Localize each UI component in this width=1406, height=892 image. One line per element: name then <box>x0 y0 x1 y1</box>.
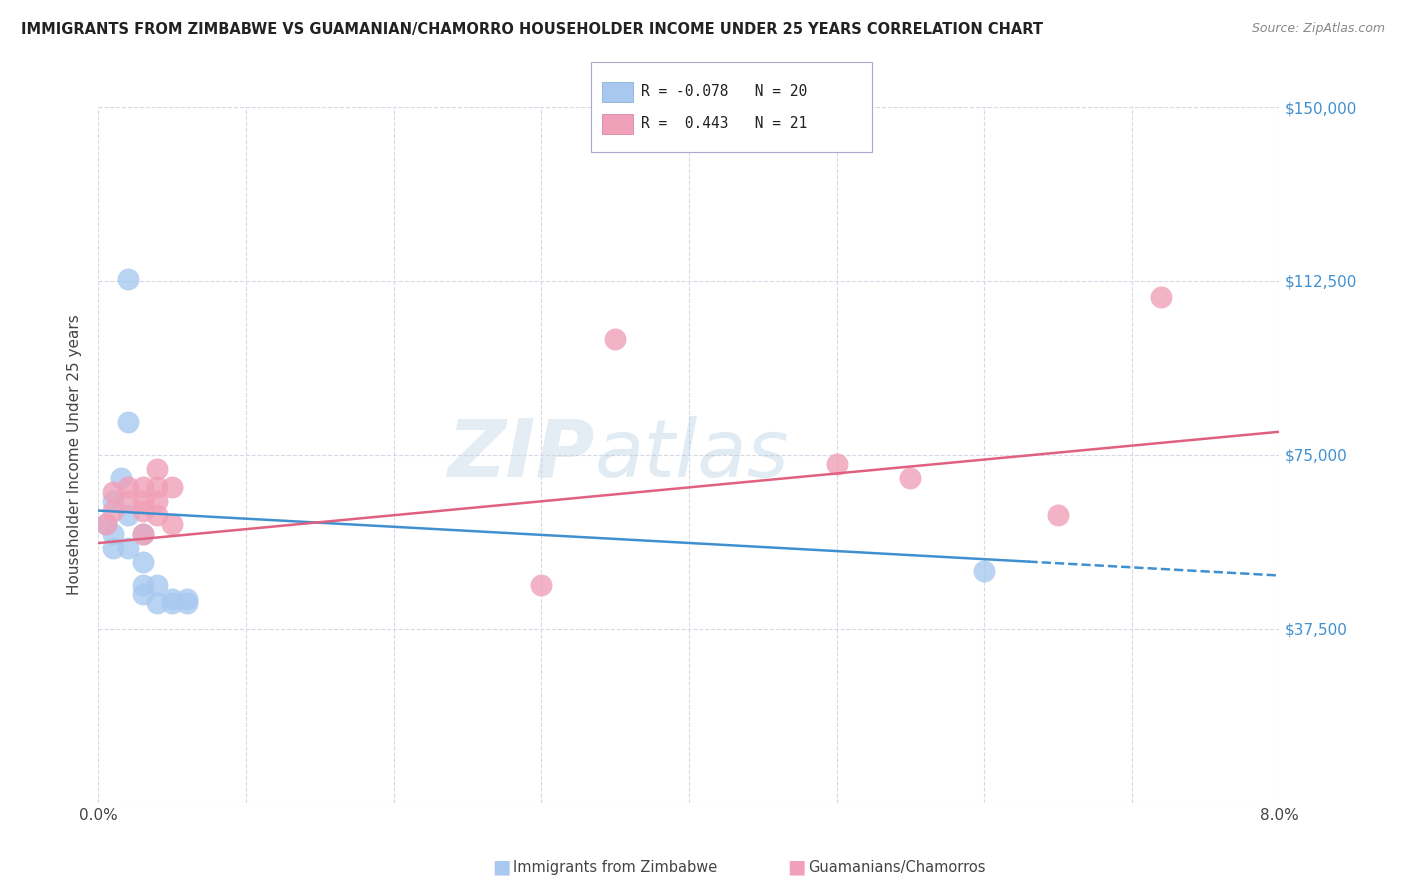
Point <box>103 485 125 500</box>
Point <box>162 480 183 494</box>
Point <box>117 271 139 285</box>
Text: ZIP: ZIP <box>447 416 595 494</box>
Point <box>110 471 132 485</box>
Point <box>146 596 169 610</box>
Point <box>117 480 139 494</box>
Text: Source: ZipAtlas.com: Source: ZipAtlas.com <box>1251 22 1385 36</box>
Text: atlas: atlas <box>595 416 789 494</box>
Point <box>103 494 125 508</box>
Text: ■: ■ <box>492 857 510 877</box>
Point <box>176 596 198 610</box>
Point <box>1150 290 1173 304</box>
Point <box>103 541 125 555</box>
Text: Immigrants from Zimbabwe: Immigrants from Zimbabwe <box>513 860 717 874</box>
Point <box>103 526 125 541</box>
Point <box>132 587 155 601</box>
Point <box>132 526 155 541</box>
Point <box>94 517 117 532</box>
Point <box>132 503 155 517</box>
Point <box>146 508 169 523</box>
Point <box>117 508 139 523</box>
Point <box>146 494 169 508</box>
Text: IMMIGRANTS FROM ZIMBABWE VS GUAMANIAN/CHAMORRO HOUSEHOLDER INCOME UNDER 25 YEARS: IMMIGRANTS FROM ZIMBABWE VS GUAMANIAN/CH… <box>21 22 1043 37</box>
Point <box>146 462 169 476</box>
Point <box>132 480 155 494</box>
Point <box>973 564 995 578</box>
Point <box>146 578 169 592</box>
Point <box>530 578 553 592</box>
Point <box>117 541 139 555</box>
Point <box>117 494 139 508</box>
Point <box>825 457 848 471</box>
Y-axis label: Householder Income Under 25 years: Householder Income Under 25 years <box>67 315 83 595</box>
Point <box>132 494 155 508</box>
Point <box>132 526 155 541</box>
Text: Guamanians/Chamorros: Guamanians/Chamorros <box>808 860 986 874</box>
Point <box>94 517 117 532</box>
Point <box>146 480 169 494</box>
Point <box>162 591 183 606</box>
Text: R =  0.443   N = 21: R = 0.443 N = 21 <box>641 117 807 131</box>
Point <box>605 332 627 346</box>
Point <box>1046 508 1069 523</box>
Text: ■: ■ <box>787 857 806 877</box>
Point <box>162 517 183 532</box>
Point <box>132 578 155 592</box>
Text: R = -0.078   N = 20: R = -0.078 N = 20 <box>641 85 807 99</box>
Point <box>176 591 198 606</box>
Point <box>162 596 183 610</box>
Point <box>132 555 155 569</box>
Point <box>900 471 922 485</box>
Point <box>117 416 139 430</box>
Point <box>103 503 125 517</box>
